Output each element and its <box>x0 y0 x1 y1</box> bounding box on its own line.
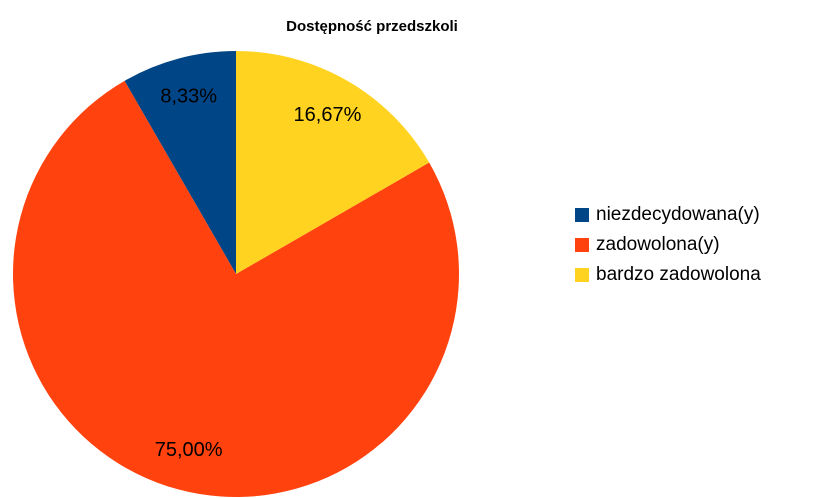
legend-swatch <box>575 208 589 222</box>
data-label: 8,33% <box>160 86 217 108</box>
legend-label: niezdecydowana(y) <box>596 204 760 225</box>
legend-swatch <box>575 268 589 282</box>
legend-label: bardzo zadowolona <box>596 264 761 285</box>
legend-label: zadowolona(y) <box>596 234 720 255</box>
chart-title: Dostępność przedszkoli <box>286 18 458 35</box>
pie-slice <box>236 51 430 274</box>
pie-slice <box>124 51 236 274</box>
pie-slice <box>12 80 459 498</box>
data-label: 75,00% <box>155 439 223 461</box>
legend-swatch <box>575 238 589 252</box>
data-label: 16,67% <box>294 104 362 126</box>
